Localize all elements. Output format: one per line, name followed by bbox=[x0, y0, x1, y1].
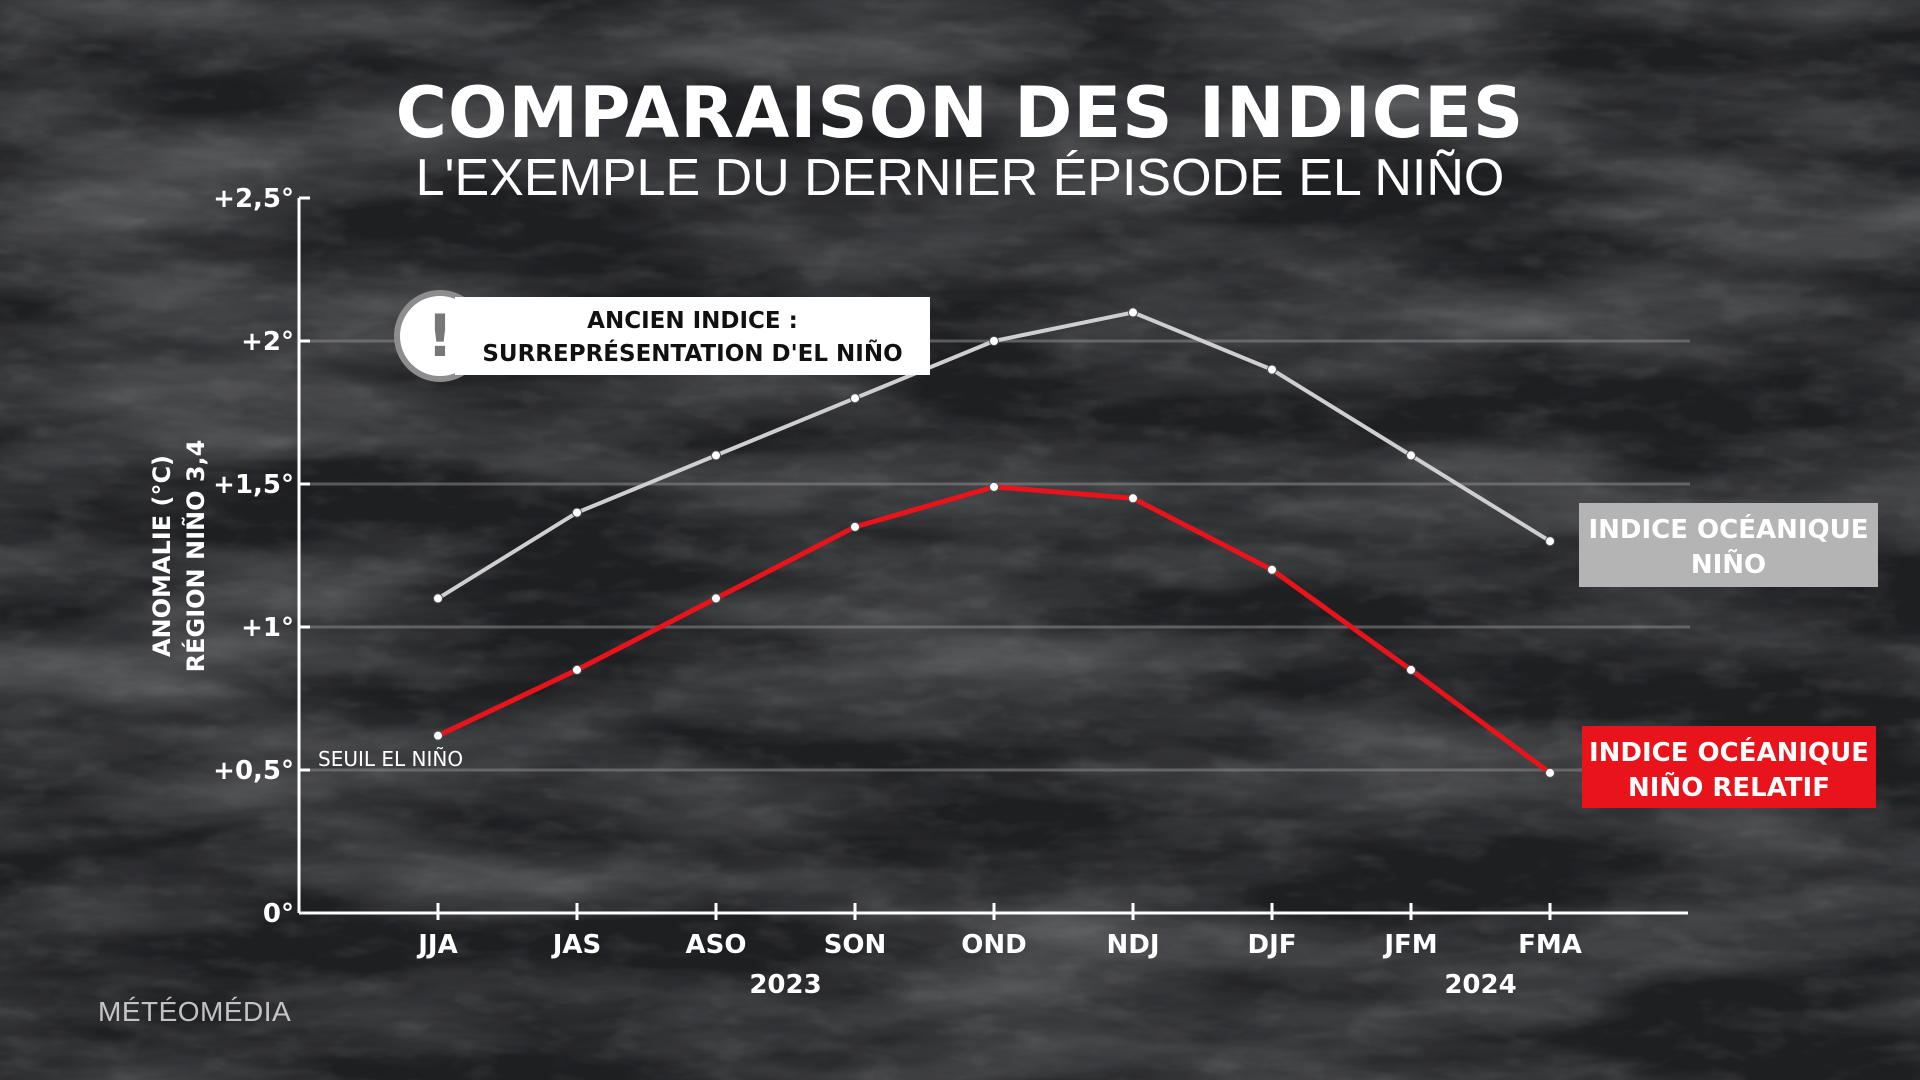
data-point-red bbox=[572, 664, 582, 675]
y-tick-label: +2° bbox=[241, 327, 294, 357]
y-axis-title-line1: ANOMALIE (°C) bbox=[148, 455, 176, 657]
x-tick-label: JAS bbox=[551, 930, 602, 960]
callout-line1: ANCIEN INDICE : bbox=[587, 308, 798, 334]
x-tick-label: FMA bbox=[1518, 930, 1582, 960]
x-tick-label: OND bbox=[961, 930, 1026, 960]
callout-box: ANCIEN INDICE : SURREPRÉSENTATION D'EL N… bbox=[455, 297, 930, 375]
legend-red-line2: NIÑO RELATIF bbox=[1628, 773, 1830, 803]
year-label: 2024 bbox=[1444, 970, 1516, 1000]
data-point-grey bbox=[850, 393, 860, 404]
data-point-red bbox=[1128, 493, 1138, 504]
x-tick-label: JFM bbox=[1382, 930, 1437, 960]
legend-grey-line2: NIÑO bbox=[1690, 550, 1767, 580]
legend-red-series: INDICE OCÉANIQUE NIÑO RELATIF bbox=[1582, 726, 1876, 808]
data-point-red bbox=[1267, 564, 1277, 575]
data-point-grey bbox=[433, 593, 443, 604]
y-tick-label: +1,5° bbox=[213, 470, 294, 500]
x-tick-label: NDJ bbox=[1106, 930, 1159, 960]
chart-title: COMPARAISON DES INDICES bbox=[395, 72, 1525, 154]
y-ticks: 0° +0,5° +1° +1,5° +2° +2,5° bbox=[213, 184, 310, 929]
data-point-red bbox=[850, 521, 860, 532]
year-label: 2023 bbox=[749, 970, 821, 1000]
series bbox=[433, 307, 1555, 778]
data-point-grey bbox=[989, 336, 999, 346]
x-ticks: JJA JAS ASO SON OND NDJ DJF JFM FMA 2023 2024 bbox=[416, 903, 1582, 1000]
y-tick-label: +2,5° bbox=[213, 184, 294, 214]
data-point-grey bbox=[1128, 307, 1138, 318]
data-point-grey bbox=[1267, 364, 1277, 375]
callout-line2: SURREPRÉSENTATION D'EL NIÑO bbox=[482, 341, 903, 367]
data-point-grey bbox=[1545, 536, 1555, 547]
data-point-red bbox=[1545, 767, 1555, 778]
y-tick-label: +0,5° bbox=[213, 756, 294, 786]
data-point-red bbox=[1406, 664, 1416, 675]
legend-grey-line1: INDICE OCÉANIQUE bbox=[1588, 515, 1869, 545]
y-tick-label: 0° bbox=[263, 899, 294, 929]
chart-subtitle: L'EXEMPLE DU DERNIER ÉPISODE EL NIÑO bbox=[415, 149, 1505, 207]
data-point-grey bbox=[572, 507, 582, 518]
x-tick-label: JJA bbox=[416, 930, 457, 960]
data-point-red bbox=[433, 730, 443, 741]
data-point-grey bbox=[711, 450, 721, 461]
series-line-red bbox=[435, 484, 1553, 776]
meteomedia-logo: MÉTÉOMÉDIA bbox=[98, 996, 292, 1027]
legend-grey-series: INDICE OCÉANIQUE NIÑO bbox=[1579, 503, 1878, 587]
x-tick-label: DJF bbox=[1247, 930, 1296, 960]
y-tick-label: +1° bbox=[241, 613, 294, 643]
x-tick-label: SON bbox=[824, 930, 887, 960]
y-axis-title: ANOMALIE (°C) RÉGION NIÑO 3,4 bbox=[148, 440, 210, 673]
threshold-label: SEUIL EL NIÑO bbox=[318, 747, 463, 771]
data-point-grey bbox=[1406, 450, 1416, 461]
data-point-red bbox=[711, 593, 721, 604]
x-tick-label: ASO bbox=[686, 930, 747, 960]
exclamation-icon: ! bbox=[426, 302, 454, 370]
y-axis-title-line2: RÉGION NIÑO 3,4 bbox=[181, 440, 210, 673]
data-point-red bbox=[989, 481, 999, 492]
legend-red-line1: INDICE OCÉANIQUE bbox=[1588, 738, 1870, 768]
